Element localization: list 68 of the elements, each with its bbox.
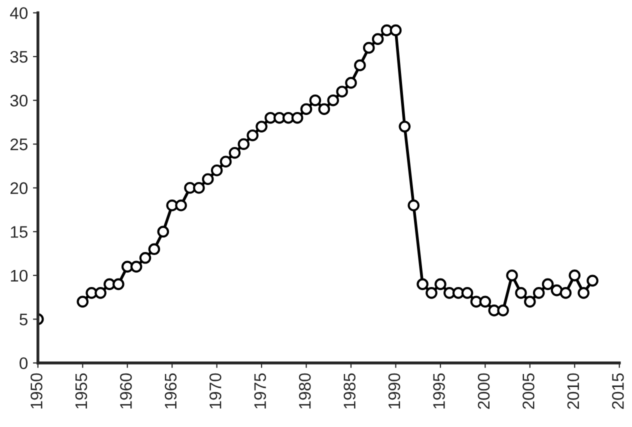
point [506,270,518,282]
y-tick-label: 10 [10,270,28,282]
point [193,182,205,194]
point [148,243,160,256]
point [210,164,223,176]
point [398,120,411,133]
point [560,287,572,299]
x-tick-label: 1985 [344,373,356,408]
x-tick-label: 1970 [209,373,222,408]
point [524,296,536,308]
point [318,103,330,116]
point [362,42,375,54]
point [416,278,428,290]
point [390,24,402,36]
point [354,59,366,72]
x-tick-label: 1980 [298,373,311,408]
x-tick-label: 1995 [433,373,445,408]
point [408,199,420,212]
x-tick-label: 1990 [388,373,400,408]
point [228,146,241,159]
point [220,156,232,168]
point [76,296,89,308]
point [515,287,527,299]
x-tick-label: 2010 [567,373,580,409]
point [130,260,142,273]
y-tick-label: 35 [10,50,28,63]
x-tick-label: 1960 [120,373,132,408]
point [550,284,563,296]
point [461,287,474,299]
point [157,226,170,238]
x-tick-label: 2000 [478,373,490,409]
point [202,173,214,186]
y-tick-label: 40 [10,7,28,20]
x-tick-label: 1975 [254,373,266,408]
x-tick-label: 1950 [30,373,42,408]
x-tick-label: 1955 [75,373,88,408]
point [300,103,312,116]
point [479,296,492,308]
y-tick-label: 0 [20,357,28,370]
point [309,94,322,106]
point [568,270,581,282]
point [336,86,348,98]
point [542,278,554,290]
point [256,120,268,133]
point [139,252,152,264]
point [327,94,340,106]
point [246,129,259,142]
y-tick-label: 5 [20,314,28,326]
y-tick-label: 25 [10,138,28,150]
point [238,138,250,150]
point [578,287,590,299]
x-tick-label: 1965 [164,373,177,408]
y-tick-label: 30 [10,94,28,107]
x-tick-label: 2005 [522,373,534,409]
y-tick-label: 20 [10,182,28,194]
x-tick-label: 2015 [612,373,624,409]
y-tick-label: 15 [10,226,28,238]
point [372,33,384,45]
point [532,287,545,299]
point [434,278,446,290]
point [497,304,509,316]
point [426,287,438,299]
point [586,274,598,287]
point [94,287,106,299]
point [291,112,304,124]
point [112,278,124,290]
point [345,76,357,89]
point [175,199,187,212]
